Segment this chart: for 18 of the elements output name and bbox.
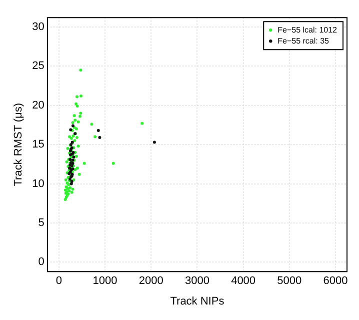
y-tick-label: 5 xyxy=(38,217,44,230)
x-tick-label: 6000 xyxy=(323,275,348,288)
y-axis-title: Track RMST (μs) xyxy=(12,102,25,186)
x-tick-label: 1000 xyxy=(92,275,118,288)
x-tick-label: 5000 xyxy=(277,275,302,288)
y-tick-label: 0 xyxy=(38,256,44,268)
x-tick-label: 0 xyxy=(56,275,62,288)
y-tick-label: 30 xyxy=(32,21,44,34)
legend-label: Fe−55 rcal: 35 xyxy=(278,36,330,46)
legend-label: Fe−55 lcal: 1012 xyxy=(278,25,338,34)
y-tick-label: 15 xyxy=(32,138,44,151)
y-tick-label: 10 xyxy=(32,178,44,190)
x-axis-title: Track NIPs xyxy=(170,295,225,308)
y-tick-label: 25 xyxy=(32,60,44,72)
y-tick-label: 20 xyxy=(32,99,44,112)
x-tick-label: 4000 xyxy=(231,275,256,288)
x-tick-label: 3000 xyxy=(184,275,210,288)
x-tick-label: 2000 xyxy=(138,275,164,288)
